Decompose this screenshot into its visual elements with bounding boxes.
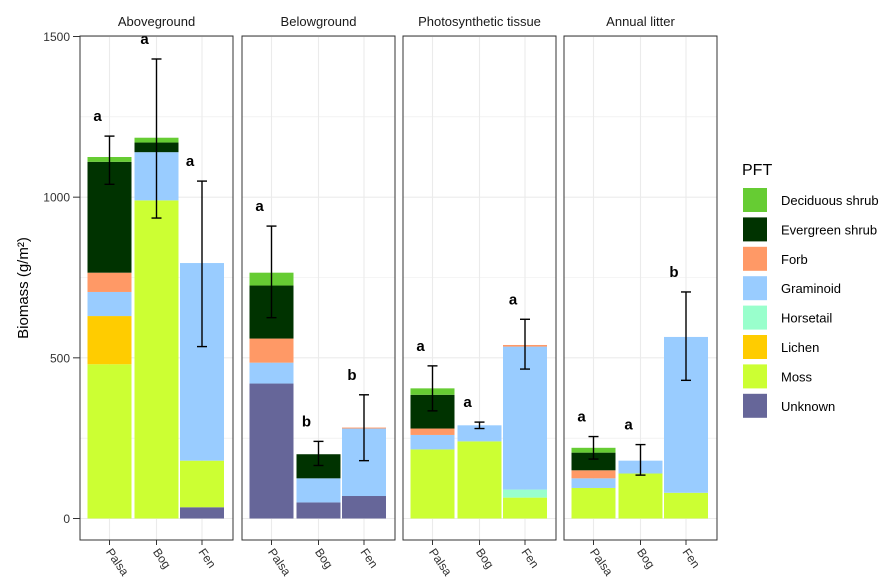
significance-letter: a — [140, 31, 149, 48]
legend-swatch — [743, 246, 767, 271]
legend-swatch — [743, 305, 767, 330]
facet-strip — [564, 8, 717, 36]
x-tick-label: Palsa — [426, 546, 455, 579]
bar-segment-forb — [571, 470, 616, 479]
bar-segment-graminoid — [503, 346, 547, 490]
bar-segment-evergreen-shrub — [571, 452, 616, 471]
x-tick-label: Palsa — [103, 546, 132, 579]
bar-segment-graminoid — [296, 478, 341, 503]
legend-label: Lichen — [781, 340, 819, 355]
bar-segment-forb — [410, 428, 455, 435]
bar-segment-moss — [571, 487, 616, 519]
x-tick-label: Bog — [634, 546, 658, 572]
bar-segment-moss — [87, 364, 132, 519]
x-tick-label: Fen — [358, 546, 381, 571]
facet-strip — [242, 8, 395, 36]
significance-letter: a — [93, 108, 102, 125]
bar-segment-unknown — [249, 383, 294, 519]
bar-segment-moss — [457, 441, 502, 519]
panel-border — [563, 35, 718, 541]
facet-label: Aboveground — [118, 14, 195, 29]
significance-letter: a — [463, 394, 472, 411]
bar-segment-graminoid — [87, 291, 132, 317]
y-axis-title: Biomass (g/m²) — [15, 237, 32, 339]
significance-letter: a — [577, 409, 586, 426]
bar-segment-forb — [87, 272, 132, 292]
legend-label: Graminoid — [781, 281, 841, 296]
significance-letter: a — [416, 338, 425, 355]
bar-segment-moss — [664, 492, 708, 519]
y-tick-label: 1500 — [43, 30, 70, 44]
bar-segment-forb — [249, 338, 294, 363]
y-tick-label: 0 — [63, 512, 70, 526]
bar-segment-unknown — [180, 507, 224, 519]
legend-swatch — [743, 335, 767, 359]
significance-letter: a — [186, 153, 195, 170]
x-tick-label: Fen — [196, 546, 219, 571]
facet-strip — [80, 8, 233, 36]
bar-segment-graminoid — [457, 425, 502, 442]
legend-swatch — [743, 393, 767, 418]
y-tick-label: 500 — [50, 351, 70, 365]
x-tick-label: Bog — [312, 546, 336, 572]
legend-swatch — [743, 364, 767, 389]
legend-label: Horsetail — [781, 311, 832, 326]
panel-border — [79, 35, 234, 541]
bar-segment-moss — [618, 473, 663, 519]
significance-letter: b — [669, 264, 678, 281]
x-tick-label: Bog — [473, 546, 497, 572]
facet-label: Annual litter — [606, 14, 675, 29]
significance-letter: a — [624, 417, 633, 434]
significance-letter: a — [255, 198, 264, 215]
bar-segment-graminoid — [571, 478, 616, 488]
legend-label: Unknown — [781, 399, 835, 414]
bar-segment-graminoid — [410, 434, 455, 450]
x-tick-label: Fen — [519, 546, 542, 571]
legend-title: PFT — [742, 162, 772, 179]
legend-swatch — [743, 217, 767, 242]
bar-segment-moss — [410, 449, 455, 519]
legend-label: Deciduous shrub — [781, 193, 879, 208]
legend-label: Moss — [781, 369, 813, 384]
x-tick-label: Fen — [680, 546, 703, 571]
panel-border — [241, 35, 396, 541]
legend-label: Forb — [781, 252, 808, 267]
bar-segment-moss — [180, 460, 224, 508]
legend-swatch — [743, 276, 767, 301]
legend-label: Evergreen shrub — [781, 222, 877, 237]
significance-letter: b — [347, 367, 356, 384]
bar-segment-unknown — [342, 496, 386, 519]
bar-segment-moss — [134, 200, 179, 519]
bar-segment-unknown — [296, 502, 341, 519]
facet-label: Belowground — [281, 14, 357, 29]
bar-segment-lichen — [87, 316, 132, 365]
x-tick-label: Palsa — [265, 546, 294, 579]
significance-letter: a — [509, 291, 518, 308]
bar-segment-moss — [503, 497, 547, 519]
x-tick-label: Bog — [150, 546, 174, 572]
significance-letter: b — [302, 413, 311, 430]
x-tick-label: Palsa — [587, 546, 616, 579]
y-tick-label: 1000 — [43, 191, 70, 205]
facet-label: Photosynthetic tissue — [418, 14, 541, 29]
bar-segment-horsetail — [503, 489, 547, 498]
bar-segment-graminoid — [249, 362, 294, 384]
legend-swatch — [743, 188, 767, 212]
panel-border — [402, 35, 557, 541]
facet-strip — [403, 8, 556, 36]
